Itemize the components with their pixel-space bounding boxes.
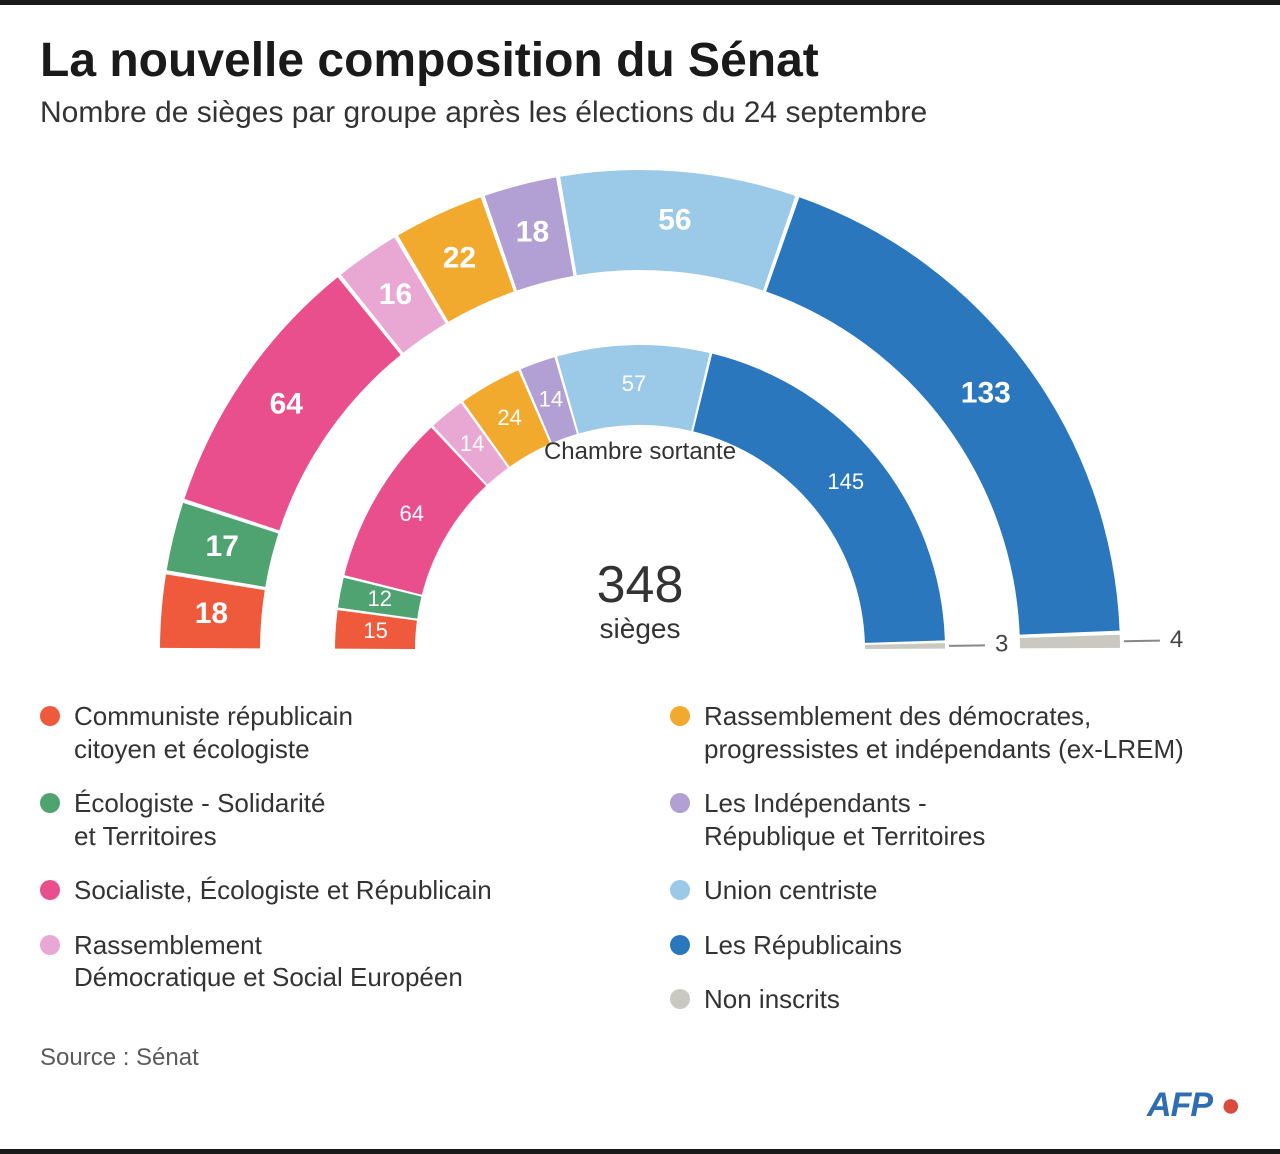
- agency-name: AFP: [1147, 1086, 1212, 1124]
- infographic-frame: La nouvelle composition du Sénat Nombre …: [0, 0, 1280, 1154]
- leader-outer-ni: [1124, 641, 1160, 642]
- legend-label: Rassemblement des démocrates,progressist…: [704, 700, 1184, 765]
- legend-label: Les Républicains: [704, 929, 902, 962]
- value-inner-rdpi: 24: [497, 405, 521, 430]
- agency-logo: AFP ●: [1147, 1086, 1240, 1125]
- arc-inner-ni: [865, 643, 945, 649]
- legend-item-rdpi: Rassemblement des démocrates,progressist…: [670, 700, 1240, 765]
- value-inner-rdse: 14: [460, 431, 484, 456]
- value-outer-indep: 18: [516, 216, 549, 249]
- center-total-value: 348: [597, 556, 684, 614]
- legend-label: Communiste républicaincitoyen et écologi…: [74, 700, 353, 765]
- legend-dot-icon: [670, 793, 690, 813]
- arc-inner-lr: [693, 354, 945, 643]
- legend-dot-icon: [40, 880, 60, 900]
- legend-dot-icon: [670, 989, 690, 1009]
- value-inner-crce: 15: [363, 618, 387, 643]
- legend-label: Union centriste: [704, 874, 877, 907]
- chart-container: 18 17 64 16 22 18 56 133 4 15 12 64 14 24 14 57 145 3 Cham…: [40, 150, 1240, 670]
- legend-dot-icon: [670, 935, 690, 955]
- legend-dot-icon: [670, 880, 690, 900]
- value-outer-soc: 64: [270, 387, 304, 420]
- value-outer-uc: 56: [658, 203, 691, 236]
- value-outer-rdpi: 22: [443, 242, 476, 275]
- legend-dot-icon: [670, 706, 690, 726]
- legend-item-ecolo: Écologiste - Solidaritéet Territoires: [40, 787, 610, 852]
- semicircle-chart: 18 17 64 16 22 18 56 133 4 15 12 64 14 24 14 57 145 3 Cham…: [65, 150, 1215, 670]
- legend-label: Socialiste, Écologiste et Républicain: [74, 874, 492, 907]
- legend-column-right: Rassemblement des démocrates,progressist…: [670, 700, 1240, 1038]
- legend-item-crce: Communiste républicaincitoyen et écologi…: [40, 700, 610, 765]
- title: La nouvelle composition du Sénat: [40, 33, 1240, 88]
- legend-dot-icon: [40, 793, 60, 813]
- arc-outer-ni: [1020, 635, 1120, 649]
- legend-dot-icon: [40, 935, 60, 955]
- legend-item-lr: Les Républicains: [670, 929, 1240, 962]
- value-inner-uc: 57: [622, 371, 646, 396]
- value-inner-ni: 3: [995, 631, 1008, 658]
- value-inner-soc: 64: [399, 501, 423, 526]
- value-outer-crce: 18: [195, 597, 228, 630]
- legend-label: Non inscrits: [704, 983, 840, 1016]
- legend: Communiste républicaincitoyen et écologi…: [40, 700, 1240, 1038]
- legend-item-soc: Socialiste, Écologiste et Républicain: [40, 874, 610, 907]
- legend-item-uc: Union centriste: [670, 874, 1240, 907]
- center-total-label: sièges: [600, 613, 681, 644]
- value-outer-ni: 4: [1170, 626, 1183, 653]
- legend-label: RassemblementDémocratique et Social Euro…: [74, 929, 463, 994]
- legend-item-ni: Non inscrits: [670, 983, 1240, 1016]
- legend-dot-icon: [40, 706, 60, 726]
- value-outer-lr: 133: [961, 376, 1011, 409]
- logo-dot-icon: ●: [1212, 1086, 1240, 1124]
- legend-column-left: Communiste républicaincitoyen et écologi…: [40, 700, 610, 1038]
- legend-item-indep: Les Indépendants -République et Territoi…: [670, 787, 1240, 852]
- subtitle: Nombre de sièges par groupe après les él…: [40, 96, 1240, 130]
- legend-label: Les Indépendants -République et Territoi…: [704, 787, 985, 852]
- inner-ring-title: Chambre sortante: [544, 438, 736, 465]
- value-outer-ecolo: 17: [206, 530, 239, 563]
- value-outer-rdse: 16: [379, 278, 412, 311]
- value-inner-indep: 14: [539, 386, 563, 411]
- legend-label: Écologiste - Solidaritéet Territoires: [74, 787, 325, 852]
- value-inner-ecolo: 12: [368, 586, 392, 611]
- source-text: Source : Sénat: [40, 1044, 1240, 1072]
- value-inner-lr: 145: [827, 469, 864, 494]
- legend-item-rdse: RassemblementDémocratique et Social Euro…: [40, 929, 610, 994]
